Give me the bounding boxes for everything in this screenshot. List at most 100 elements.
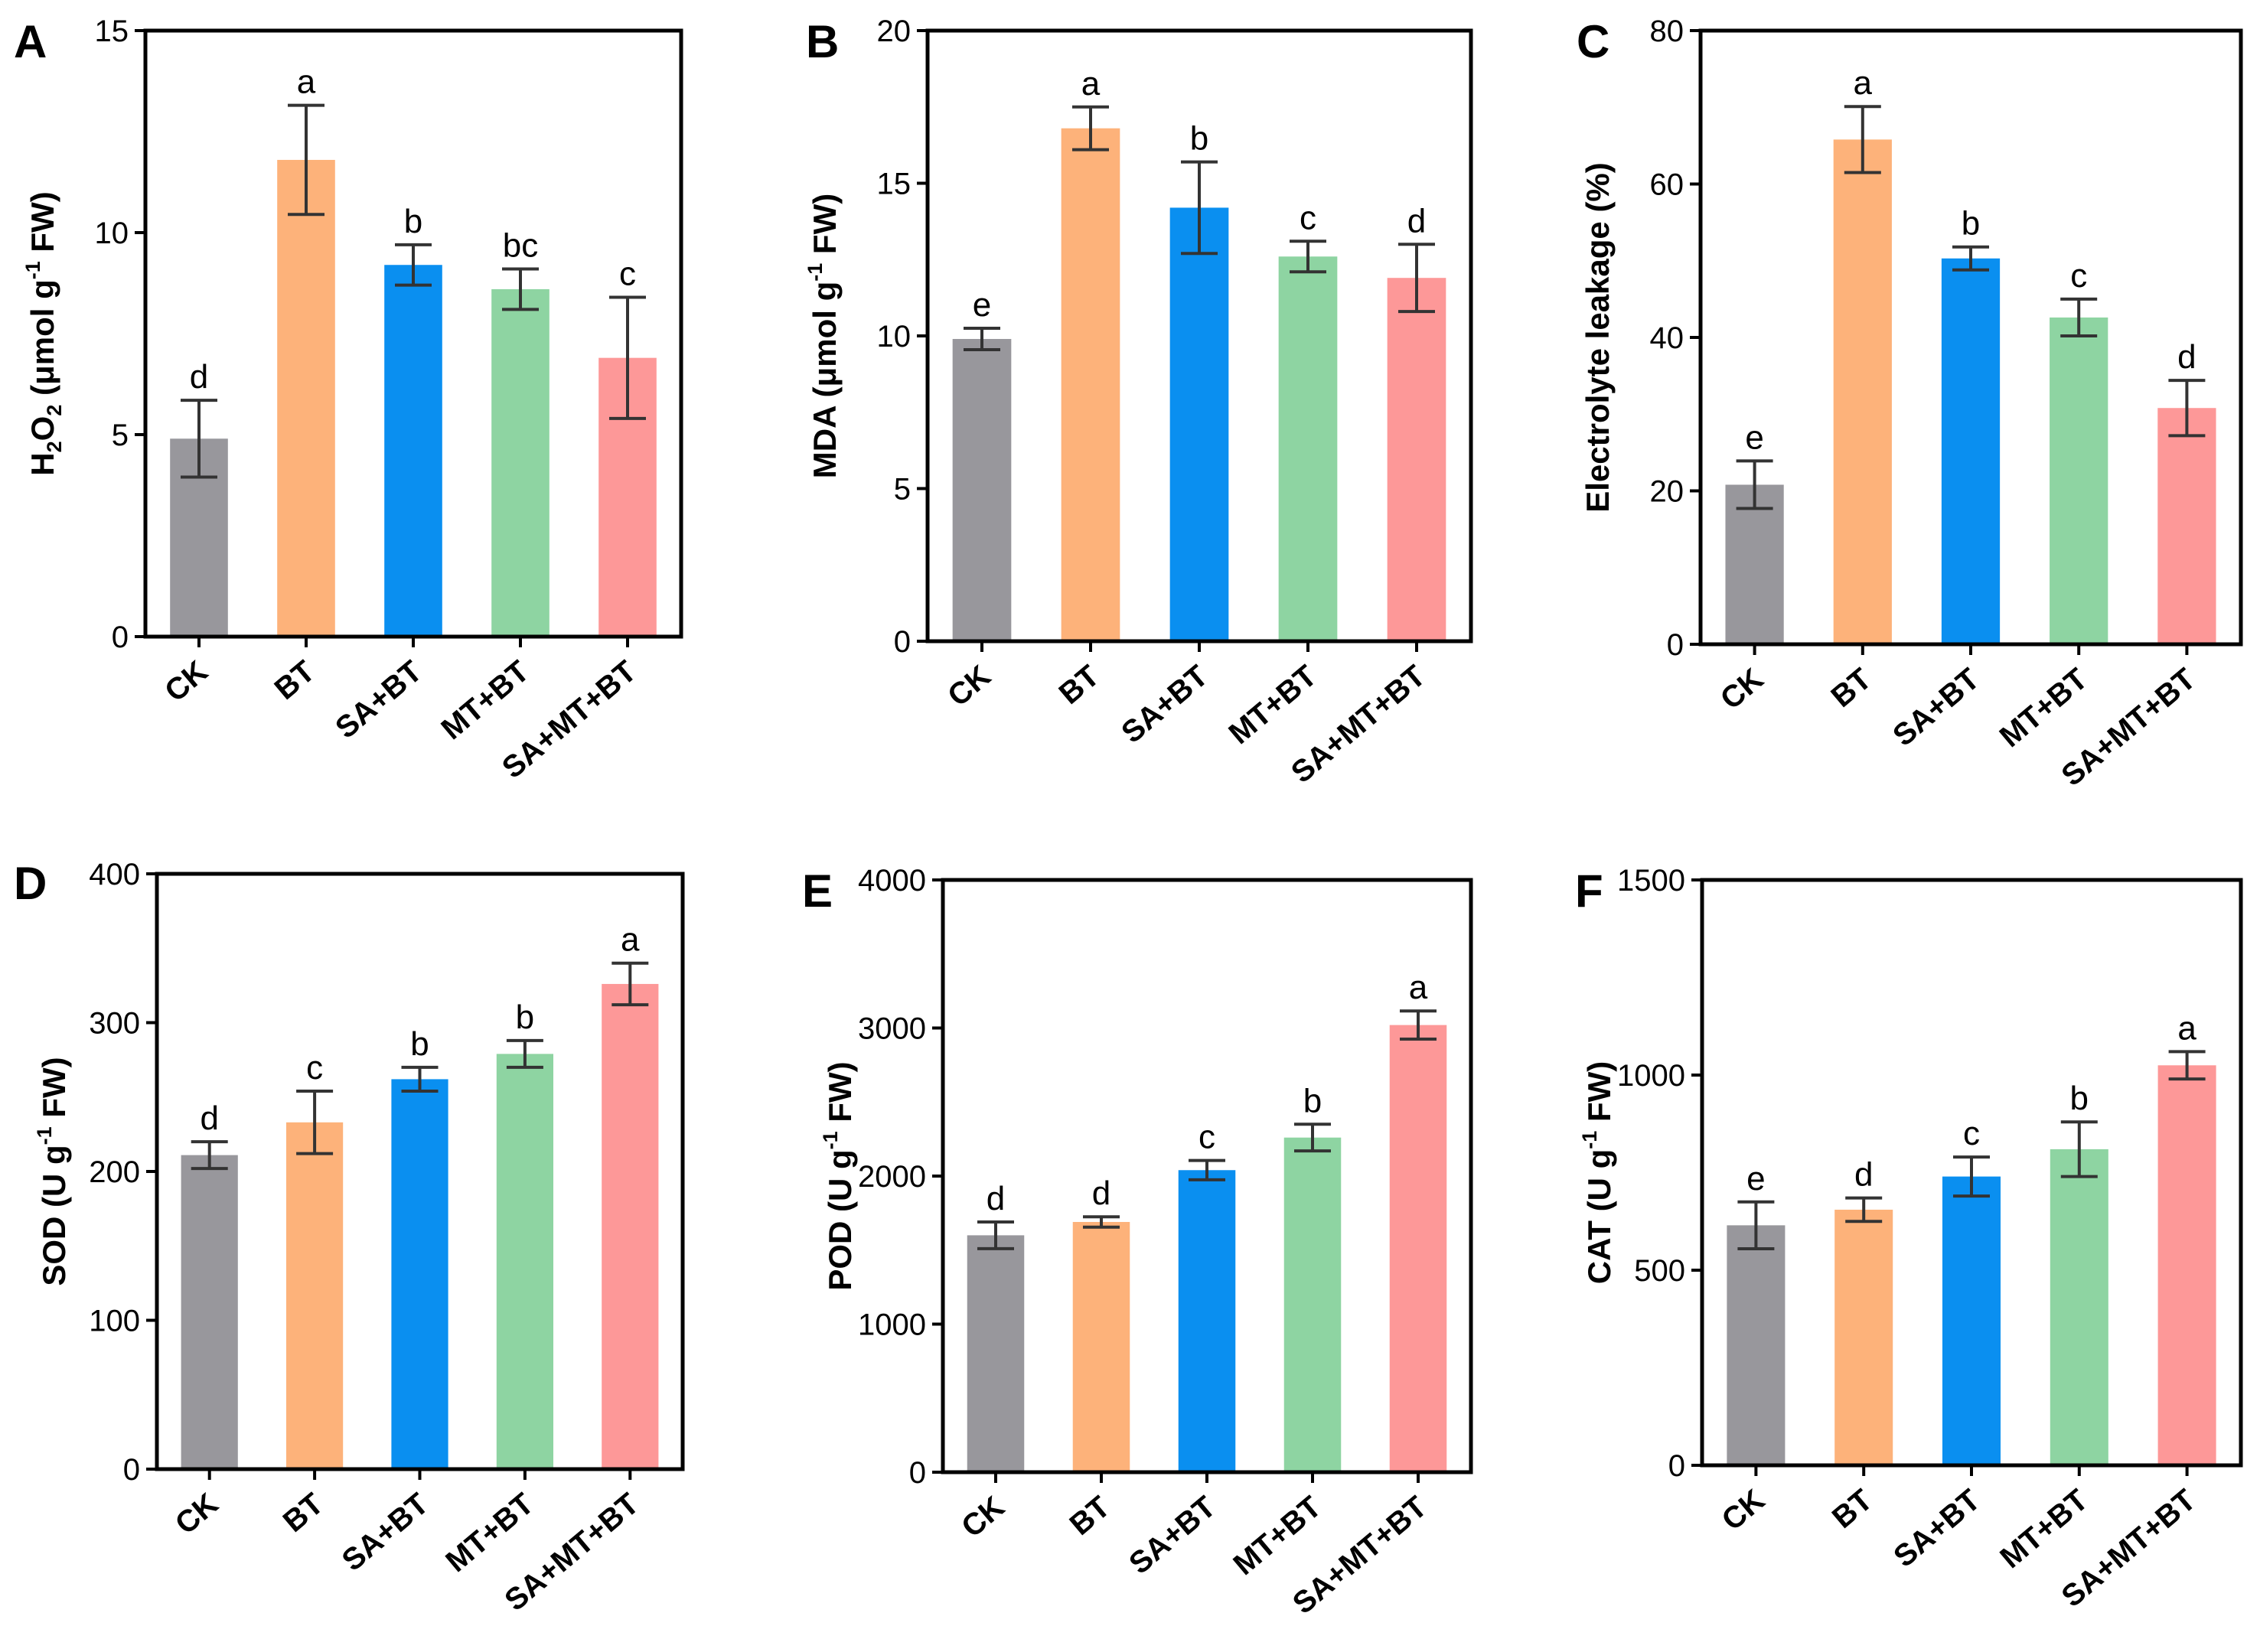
error-bar <box>506 1038 543 1069</box>
y-label-text: POD (U g <box>822 1149 858 1290</box>
y-tick-label: 500 <box>1634 1254 1685 1288</box>
y-tick-label: 3000 <box>858 1012 926 1046</box>
error-bar <box>296 1089 334 1155</box>
y-label-sub: 2 <box>43 441 66 452</box>
y-tick-label: 10 <box>877 320 912 354</box>
significance-letter: c <box>306 1049 323 1087</box>
panel-letter: B <box>806 16 839 67</box>
y-label-text: FW) <box>807 194 843 263</box>
category-label: BT <box>277 1487 330 1539</box>
panel-e: EdCKdBTcSA+BTbMT+BTaSA+MT+BT010002000300… <box>802 864 1473 1621</box>
y-label-text: (μmol g <box>24 279 60 404</box>
significance-letter: bc <box>503 227 538 265</box>
y-tick-label: 0 <box>1667 628 1684 662</box>
error-bar <box>1083 1215 1120 1229</box>
bar <box>1834 1209 1893 1465</box>
error-bar <box>502 267 539 311</box>
error-bar <box>1737 1200 1775 1250</box>
bar <box>1727 1225 1786 1465</box>
y-label-text: H <box>24 452 60 475</box>
panel-b: BeCKaBTbSA+BTcMT+BTdSA+MT+BT05101520MDA … <box>804 15 1473 790</box>
error-bar <box>611 961 649 1007</box>
bar <box>1833 139 1892 645</box>
y-axis-label: POD (U g-1 FW) <box>819 1061 858 1290</box>
category-label: MT+BT <box>439 1487 540 1579</box>
y-tick-label: 400 <box>89 858 140 891</box>
y-tick-label: 1000 <box>1617 1059 1685 1093</box>
panel-letter: C <box>1577 16 1609 67</box>
y-tick-label: 2000 <box>858 1160 926 1194</box>
category-label: BT <box>1825 662 1877 714</box>
error-bar <box>1845 1196 1883 1224</box>
y-label-text: CAT (U g <box>1581 1149 1617 1285</box>
panel-letter: A <box>14 16 47 67</box>
bar <box>1061 128 1120 641</box>
significance-letter: a <box>1409 969 1428 1006</box>
panel-d: DdCKcBTbSA+BTbMT+BTaSA+MT+BT010020030040… <box>14 858 685 1618</box>
significance-letter: a <box>1081 65 1101 103</box>
plot-frame <box>941 878 1473 1474</box>
panel-a: AdCKaBTbSA+BTbcMT+BTcSA+MT+BT051015H2O2 … <box>14 15 683 785</box>
category-label: SA+BT <box>1887 1483 1987 1574</box>
significance-letter: c <box>1963 1115 1980 1152</box>
y-label-text: FW) <box>1581 1061 1617 1131</box>
y-label-text: FW) <box>36 1057 72 1126</box>
y-label-text: FW) <box>24 191 60 261</box>
category-label: MT+BT <box>1994 662 2094 754</box>
error-bar <box>1844 105 1881 174</box>
significance-letter: b <box>1303 1082 1322 1119</box>
y-axis-label: CAT (U g-1 FW) <box>1578 1061 1617 1284</box>
error-bar <box>288 103 324 217</box>
error-bar <box>1952 245 1989 272</box>
error-bar <box>1953 1155 1990 1198</box>
y-axis-label: SOD (U g-1 FW) <box>33 1057 72 1285</box>
y-axis-label: MDA (μmol g-1 FW) <box>804 194 843 478</box>
bar <box>1278 256 1338 641</box>
y-tick-label: 20 <box>877 15 912 48</box>
error-bar <box>1189 1158 1225 1181</box>
y-tick-label: 1000 <box>858 1308 926 1342</box>
y-tick-label: 5 <box>112 419 129 452</box>
y-tick-label: 80 <box>1650 15 1684 48</box>
bar <box>391 1079 448 1469</box>
y-tick-label: 60 <box>1650 168 1684 202</box>
y-tick-label: 300 <box>89 1007 140 1041</box>
error-bar <box>2060 1120 2098 1178</box>
significance-letter: a <box>2177 1009 2196 1047</box>
category-label: SA+BT <box>336 1487 435 1578</box>
significance-letter: e <box>973 286 991 324</box>
y-tick-label: 1500 <box>1617 864 1685 898</box>
bar <box>384 265 442 637</box>
significance-letter: b <box>404 203 422 240</box>
error-bar <box>1294 1123 1331 1153</box>
y-label-sup: -1 <box>804 263 827 282</box>
bar <box>952 338 1012 641</box>
bar <box>1725 484 1784 644</box>
panel-letter: F <box>1575 865 1603 917</box>
y-label-text: SOD (U g <box>36 1145 72 1285</box>
y-tick-label: 0 <box>909 1456 926 1490</box>
category-label: CK <box>1714 662 1770 716</box>
error-bar <box>181 399 217 479</box>
y-axis-label: Electrolyte leakage (%) <box>1580 162 1616 513</box>
y-tick-label: 0 <box>123 1453 140 1487</box>
error-bar <box>2168 1050 2206 1081</box>
bar <box>491 288 550 637</box>
significance-letter: d <box>1092 1175 1110 1212</box>
bar <box>1942 1176 2001 1465</box>
error-bar <box>2060 297 2098 337</box>
bar <box>277 159 335 637</box>
bar <box>1178 1170 1236 1472</box>
category-label: MT+BT <box>435 654 536 746</box>
significance-letter: d <box>987 1180 1005 1217</box>
bar <box>1941 258 2001 644</box>
y-label-sup: -1 <box>819 1131 842 1149</box>
plot-frame <box>925 28 1473 644</box>
error-bar <box>191 1140 228 1171</box>
y-label-sup: -1 <box>21 261 44 279</box>
significance-letter: a <box>297 64 316 101</box>
category-label: MT+BT <box>1228 1490 1328 1582</box>
y-tick-label: 40 <box>1650 321 1684 355</box>
y-label-sup: -1 <box>33 1126 56 1145</box>
significance-letter: c <box>619 255 636 292</box>
